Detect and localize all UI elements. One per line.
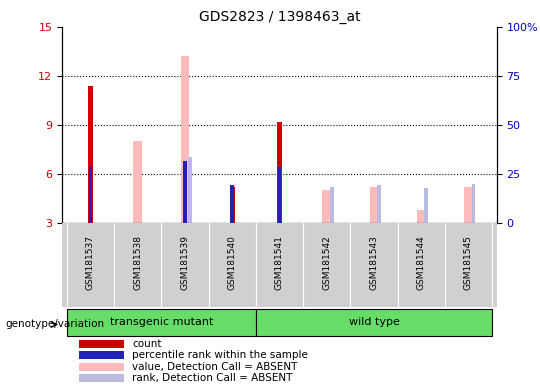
Text: count: count xyxy=(132,339,162,349)
Bar xyxy=(377,185,381,223)
Text: GSM181537: GSM181537 xyxy=(86,235,95,290)
Text: transgenic mutant: transgenic mutant xyxy=(110,317,213,327)
Bar xyxy=(133,141,142,223)
Bar xyxy=(322,190,331,223)
Text: wild type: wild type xyxy=(348,317,400,327)
Bar xyxy=(79,374,124,382)
Bar xyxy=(79,339,124,348)
Text: value, Detection Call = ABSENT: value, Detection Call = ABSENT xyxy=(132,362,298,372)
Bar xyxy=(231,185,234,223)
Text: GSM181538: GSM181538 xyxy=(133,235,142,290)
Text: GSM181542: GSM181542 xyxy=(322,235,331,290)
Bar xyxy=(181,56,189,223)
Bar xyxy=(277,121,282,223)
Bar xyxy=(230,187,234,223)
Bar xyxy=(88,86,93,223)
Bar xyxy=(370,187,378,223)
FancyBboxPatch shape xyxy=(256,309,492,336)
Text: percentile rank within the sample: percentile rank within the sample xyxy=(132,350,308,360)
Text: GSM181541: GSM181541 xyxy=(275,235,284,290)
Bar xyxy=(79,351,124,359)
Bar xyxy=(89,167,92,223)
Bar xyxy=(278,167,281,223)
Title: GDS2823 / 1398463_at: GDS2823 / 1398463_at xyxy=(199,10,360,25)
Text: GSM181539: GSM181539 xyxy=(180,235,190,290)
Bar xyxy=(464,187,472,223)
FancyBboxPatch shape xyxy=(67,309,256,336)
Text: genotype/variation: genotype/variation xyxy=(5,319,105,329)
Text: GSM181544: GSM181544 xyxy=(417,235,426,290)
Bar xyxy=(330,187,334,223)
Text: rank, Detection Call = ABSENT: rank, Detection Call = ABSENT xyxy=(132,373,293,383)
Bar xyxy=(183,161,187,223)
Text: GSM181543: GSM181543 xyxy=(369,235,379,290)
Text: GSM181540: GSM181540 xyxy=(228,235,237,290)
Bar xyxy=(188,157,192,223)
Bar xyxy=(79,362,124,371)
Bar xyxy=(424,189,428,223)
Text: GSM181545: GSM181545 xyxy=(464,235,473,290)
Bar xyxy=(417,210,426,223)
Bar xyxy=(471,184,475,223)
